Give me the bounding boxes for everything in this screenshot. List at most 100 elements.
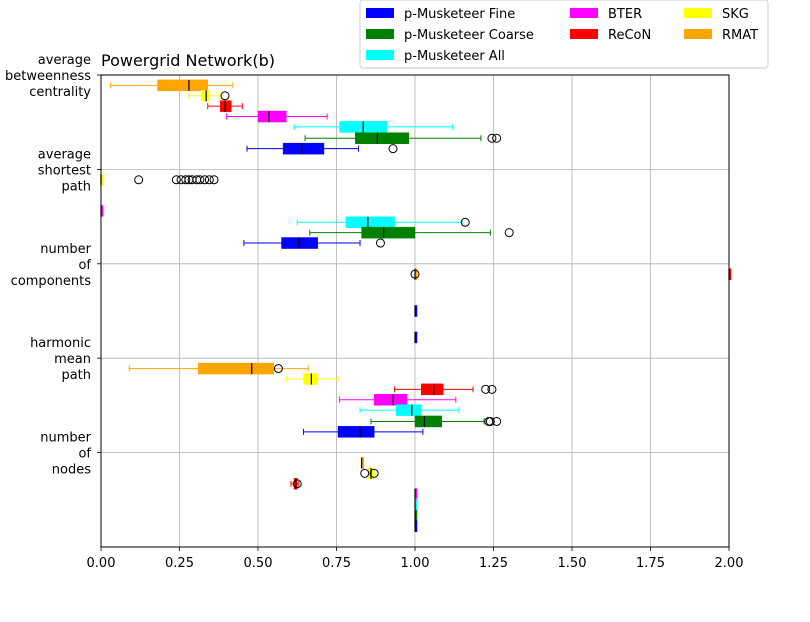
legend-swatch xyxy=(684,8,712,18)
category-label-line: mean xyxy=(54,352,91,367)
flier-point xyxy=(487,384,497,394)
x-axis: 0.00 0.25 0.50 0.75 1.00 1.25 1.50 1.75 2.00 xyxy=(87,547,744,571)
iqr-box xyxy=(337,426,375,438)
flier-point xyxy=(481,384,491,394)
iqr-box xyxy=(257,110,287,123)
category-label-line: components xyxy=(11,274,92,289)
box-0000ff xyxy=(303,426,424,438)
x-tick-label: 0.25 xyxy=(165,556,194,571)
iqr-box xyxy=(395,404,422,416)
box-ffa500 xyxy=(128,362,309,375)
iqr-box xyxy=(220,100,232,112)
flier-point xyxy=(410,269,420,279)
box-008000 xyxy=(304,132,502,144)
iqr-box xyxy=(281,237,318,249)
category-label-line: of xyxy=(78,447,91,462)
flier-point xyxy=(292,479,302,489)
y-axis-categories: averagebetweennesscentralityaverageshort… xyxy=(5,53,101,478)
x-tick-label: 0.75 xyxy=(322,556,351,571)
chart-title: Powergrid Network(b) xyxy=(101,51,275,70)
box-ffff00 xyxy=(285,373,339,385)
legend-swatch xyxy=(366,50,394,60)
x-tick-label: 2.00 xyxy=(715,556,744,571)
category-label-line: number xyxy=(40,242,91,257)
box-00ffff xyxy=(359,404,460,416)
flier-point xyxy=(220,91,230,101)
x-tick-label: 0.50 xyxy=(244,556,273,571)
legend: p-Musketeer Fine p-Musketeer Coarse p-Musk… xyxy=(359,0,769,69)
legend-label: p-Musketeer Fine xyxy=(404,7,515,22)
category-label-line: harmonic xyxy=(30,336,91,351)
iqr-box xyxy=(157,79,209,92)
box-00ffff xyxy=(293,121,454,133)
flier-point xyxy=(200,175,210,185)
category-label-line: nodes xyxy=(52,463,91,478)
category-label-line: shortest xyxy=(38,163,91,178)
box-0000ff xyxy=(246,142,398,155)
box-ffa500 xyxy=(410,268,420,280)
box-ff0000 xyxy=(394,383,497,396)
legend-label: ReCoN xyxy=(608,28,651,43)
flier-point xyxy=(195,175,205,185)
box-ffa500 xyxy=(361,457,364,469)
flier-point xyxy=(485,416,495,426)
iqr-box xyxy=(282,142,325,155)
iqr-box xyxy=(303,373,318,385)
box-0000ff xyxy=(414,305,418,317)
box-0000ff xyxy=(414,331,418,344)
box-0000ff xyxy=(414,520,418,532)
flier-point xyxy=(492,133,502,143)
box-008000 xyxy=(370,415,502,428)
flier-point xyxy=(460,217,470,227)
flier-point xyxy=(181,175,191,185)
category-label-line: centrality xyxy=(29,85,91,100)
category-label-line: betweenness xyxy=(5,69,91,84)
legend-swatch xyxy=(366,29,394,39)
box-ff00ff xyxy=(339,393,457,406)
iqr-box xyxy=(345,216,395,229)
flier-point xyxy=(360,468,370,478)
legend-label: p-Musketeer Coarse xyxy=(404,28,534,43)
box-008000 xyxy=(414,510,418,522)
category-label-line: of xyxy=(78,258,91,273)
legend-frame xyxy=(359,0,769,69)
x-tick-label: 1.50 xyxy=(558,556,587,571)
legend-label: SKG xyxy=(722,7,749,22)
flier-point xyxy=(492,416,502,426)
category-label-line: average xyxy=(38,53,91,68)
box-ff00ff xyxy=(226,110,328,123)
category-label-line: path xyxy=(61,368,91,383)
x-tick-label: 1.75 xyxy=(636,556,665,571)
flier-point xyxy=(134,175,144,185)
x-tick-label: 0.00 xyxy=(87,556,116,571)
iqr-box xyxy=(361,226,416,239)
box-ff0000 xyxy=(207,100,243,112)
iqr-box xyxy=(198,362,274,375)
flier-point xyxy=(171,175,181,185)
box-ffa500 xyxy=(109,79,234,92)
flier-point xyxy=(273,364,283,374)
box-ffff00 xyxy=(188,90,230,102)
legend-swatch xyxy=(570,29,598,39)
iqr-box xyxy=(421,383,444,396)
box-0000ff xyxy=(243,237,385,249)
flier-point xyxy=(504,228,514,238)
legend-label: BTER xyxy=(608,7,642,22)
flier-point xyxy=(388,144,398,154)
box-marks xyxy=(100,79,732,532)
box-008000 xyxy=(309,226,514,239)
iqr-box xyxy=(355,132,409,144)
flier-point xyxy=(204,175,214,185)
flier-point xyxy=(487,133,497,143)
category-label-line: path xyxy=(61,179,91,194)
legend-label: RMAT xyxy=(722,28,758,43)
x-tick-label: 1.00 xyxy=(401,556,430,571)
iqr-box xyxy=(201,90,210,102)
iqr-box xyxy=(373,393,408,406)
category-label-line: number xyxy=(40,431,91,446)
flier-point xyxy=(209,175,219,185)
legend-swatch xyxy=(570,8,598,18)
legend-label: p-Musketeer All xyxy=(404,49,505,64)
flier-point xyxy=(375,238,385,248)
